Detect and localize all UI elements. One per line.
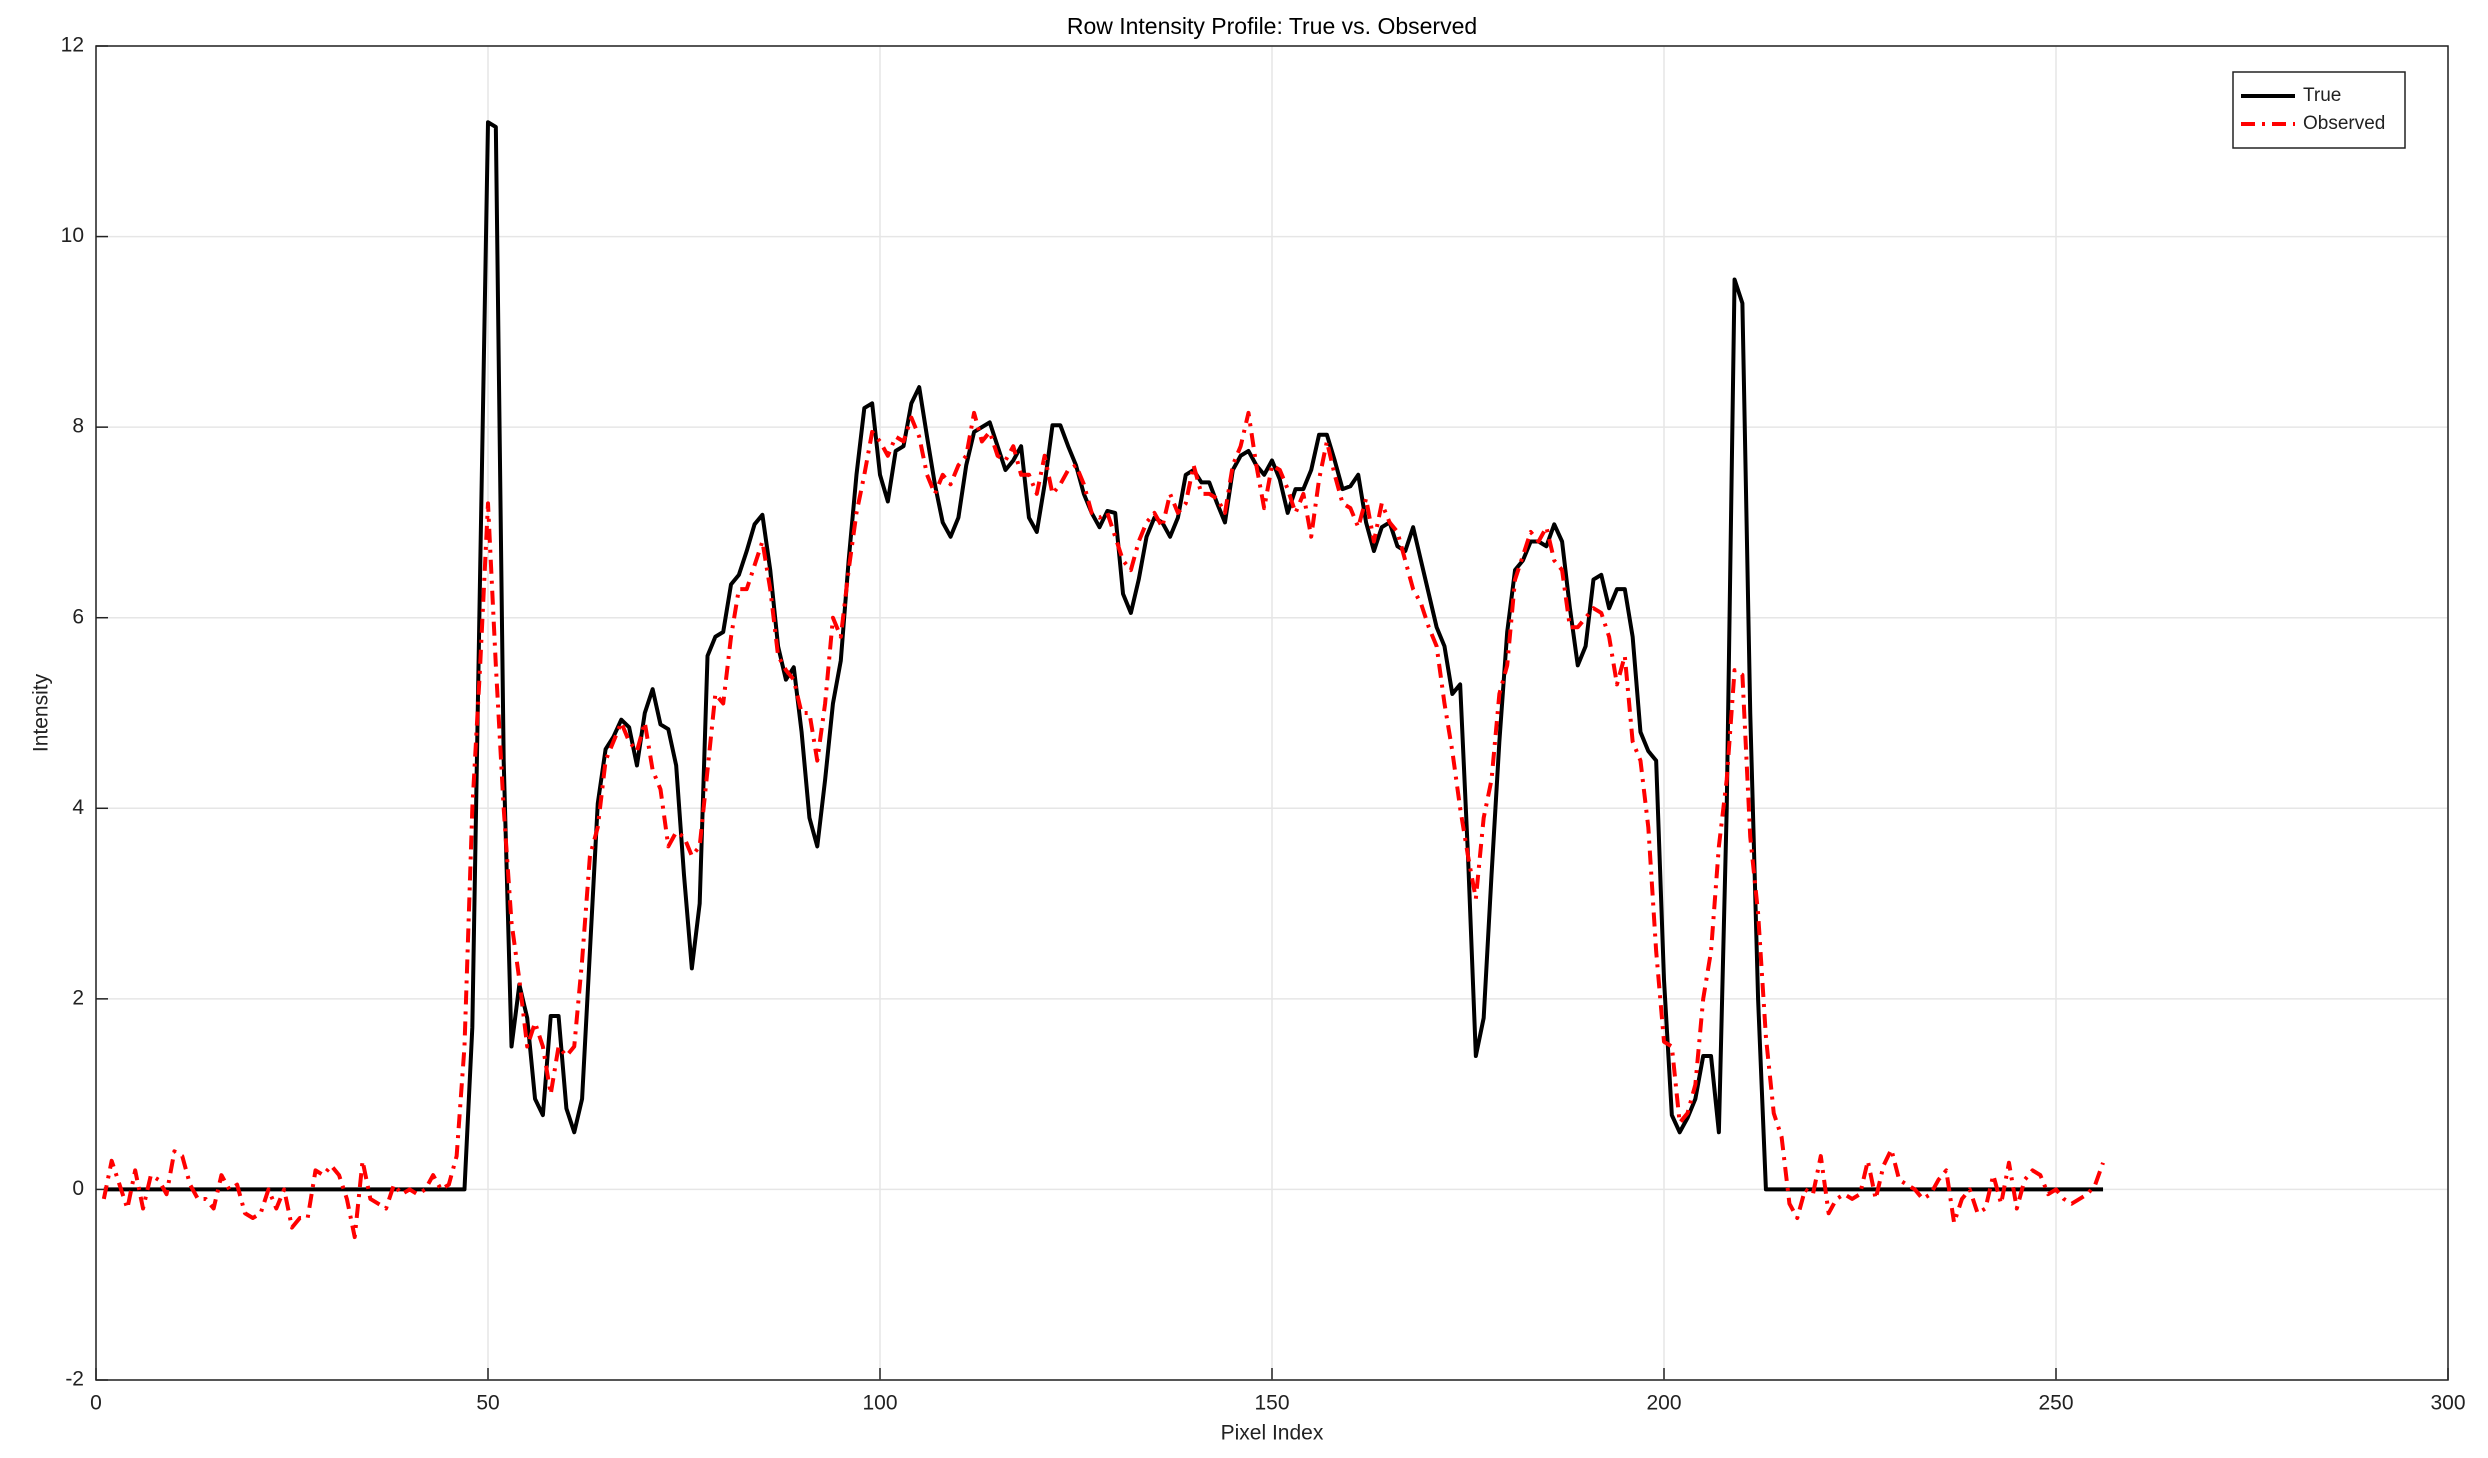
x-tick-label: 300 [2430,1392,2465,1415]
x-tick-label: 250 [2038,1392,2073,1415]
legend-label: True [2303,85,2341,106]
y-tick-label: 12 [61,34,84,57]
x-tick-label: 50 [476,1392,499,1415]
y-tick-label: 10 [61,224,84,247]
x-axis-label: Pixel Index [1221,1422,1324,1445]
x-tick-label: 0 [90,1392,102,1415]
legend-label: Observed [2303,113,2385,134]
y-axis-label: Intensity [30,673,53,752]
x-tick-label: 200 [1646,1392,1681,1415]
y-tick-label: 2 [72,986,84,1009]
chart-title: Row Intensity Profile: True vs. Observed [1067,13,1477,39]
legend-box [2232,71,2406,149]
y-tick-label: 4 [72,796,84,819]
x-tick-label: 100 [862,1392,897,1415]
y-tick-label: 0 [72,1177,84,1200]
plot-frame [95,45,2449,1381]
x-tick-label: 150 [1254,1392,1289,1415]
y-tick-label: -2 [65,1368,84,1391]
y-tick-label: 8 [72,415,84,438]
y-tick-label: 6 [72,605,84,628]
series-line [103,120,2104,1192]
